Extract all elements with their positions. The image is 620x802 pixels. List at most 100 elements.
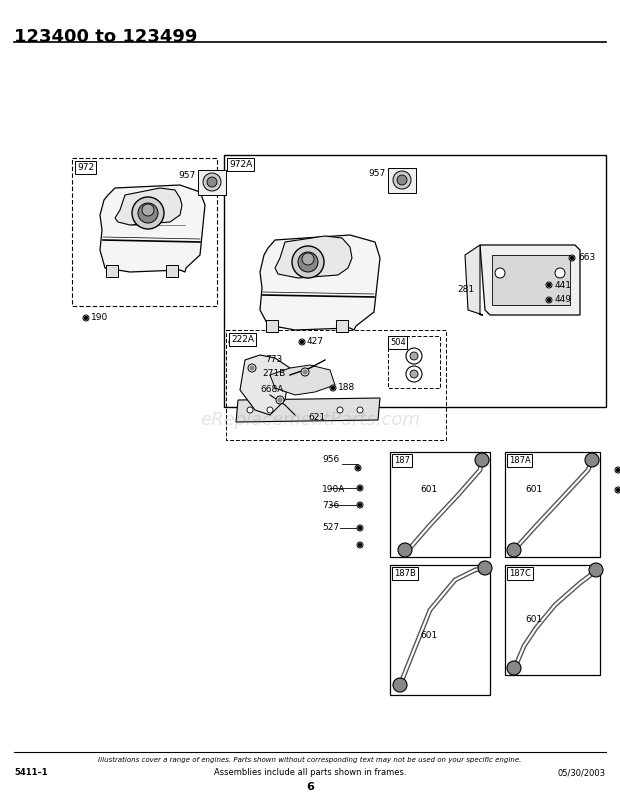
Bar — [388, 168, 416, 193]
Bar — [166, 265, 178, 277]
Text: 504: 504 — [390, 338, 405, 347]
Circle shape — [276, 396, 284, 404]
Circle shape — [615, 487, 620, 493]
Circle shape — [397, 175, 407, 185]
Polygon shape — [270, 365, 335, 395]
Circle shape — [546, 282, 552, 288]
Circle shape — [555, 268, 565, 278]
Circle shape — [301, 341, 304, 343]
Text: 271B: 271B — [262, 370, 285, 379]
Circle shape — [406, 348, 422, 364]
Circle shape — [358, 544, 361, 546]
Circle shape — [393, 678, 407, 692]
Text: 527: 527 — [322, 524, 339, 533]
Circle shape — [547, 298, 551, 302]
Text: 187C: 187C — [509, 569, 531, 578]
Text: 601: 601 — [420, 485, 437, 495]
Circle shape — [358, 526, 361, 529]
Circle shape — [298, 252, 318, 272]
Circle shape — [303, 370, 307, 374]
Circle shape — [507, 661, 521, 675]
Circle shape — [358, 504, 361, 507]
Text: 190: 190 — [238, 338, 255, 346]
Bar — [226, 330, 446, 440]
Circle shape — [393, 171, 411, 189]
Text: Assemblies include all parts shown in frames.: Assemblies include all parts shown in fr… — [214, 768, 406, 777]
Text: 427: 427 — [307, 338, 324, 346]
Circle shape — [478, 561, 492, 575]
Polygon shape — [492, 255, 570, 305]
Circle shape — [570, 257, 574, 260]
Circle shape — [410, 370, 418, 378]
Text: 956: 956 — [322, 456, 339, 464]
Circle shape — [569, 255, 575, 261]
Circle shape — [398, 543, 412, 557]
Circle shape — [83, 315, 89, 321]
Circle shape — [410, 352, 418, 360]
Text: 05/30/2003: 05/30/2003 — [558, 768, 606, 777]
Circle shape — [292, 246, 324, 278]
Text: 6: 6 — [306, 782, 314, 792]
Text: 441: 441 — [555, 281, 572, 290]
Text: 601: 601 — [420, 630, 437, 639]
Circle shape — [475, 453, 489, 467]
Circle shape — [355, 465, 361, 471]
Circle shape — [546, 297, 552, 303]
Circle shape — [302, 253, 314, 265]
Bar — [106, 265, 118, 277]
Text: 621: 621 — [308, 414, 325, 423]
Circle shape — [207, 177, 217, 187]
Circle shape — [357, 502, 363, 508]
Circle shape — [356, 467, 360, 469]
Circle shape — [229, 339, 235, 345]
Circle shape — [358, 487, 361, 489]
Circle shape — [357, 407, 363, 413]
Text: 663: 663 — [578, 253, 595, 262]
Polygon shape — [480, 245, 580, 315]
Polygon shape — [100, 185, 205, 272]
Circle shape — [301, 368, 309, 376]
Circle shape — [616, 468, 619, 472]
Bar — [336, 320, 348, 332]
Circle shape — [357, 485, 363, 491]
Bar — [198, 170, 226, 195]
Circle shape — [138, 203, 158, 223]
Circle shape — [142, 204, 154, 216]
Text: 190A: 190A — [322, 485, 345, 495]
Circle shape — [248, 364, 256, 372]
Circle shape — [585, 453, 599, 467]
Circle shape — [203, 173, 221, 191]
Polygon shape — [115, 188, 182, 225]
Bar — [390, 565, 490, 695]
Circle shape — [616, 488, 619, 492]
Text: 187B: 187B — [394, 569, 416, 578]
Text: 773: 773 — [265, 354, 282, 363]
Circle shape — [299, 339, 305, 345]
Text: 281: 281 — [457, 286, 474, 294]
Text: 187: 187 — [394, 456, 410, 465]
Polygon shape — [465, 245, 483, 315]
Circle shape — [247, 407, 253, 413]
Text: 188: 188 — [338, 383, 355, 392]
Circle shape — [250, 366, 254, 370]
Text: eReplacementParts.com: eReplacementParts.com — [200, 411, 420, 429]
Text: 5411–1: 5411–1 — [14, 768, 48, 777]
Polygon shape — [260, 235, 380, 330]
Text: 123400 to 123499: 123400 to 123499 — [14, 28, 197, 46]
Circle shape — [495, 268, 505, 278]
Bar — [388, 336, 440, 388]
Text: 668A: 668A — [260, 384, 283, 394]
Text: 736: 736 — [322, 500, 339, 509]
Circle shape — [332, 387, 335, 390]
Circle shape — [278, 398, 282, 402]
Circle shape — [357, 525, 363, 531]
Text: 190: 190 — [91, 314, 108, 322]
Circle shape — [330, 385, 336, 391]
Circle shape — [406, 366, 422, 382]
Circle shape — [589, 563, 603, 577]
Text: 972A: 972A — [229, 160, 252, 169]
Bar — [224, 155, 606, 407]
Circle shape — [84, 317, 87, 319]
Bar — [266, 320, 278, 332]
Text: 601: 601 — [525, 485, 542, 495]
